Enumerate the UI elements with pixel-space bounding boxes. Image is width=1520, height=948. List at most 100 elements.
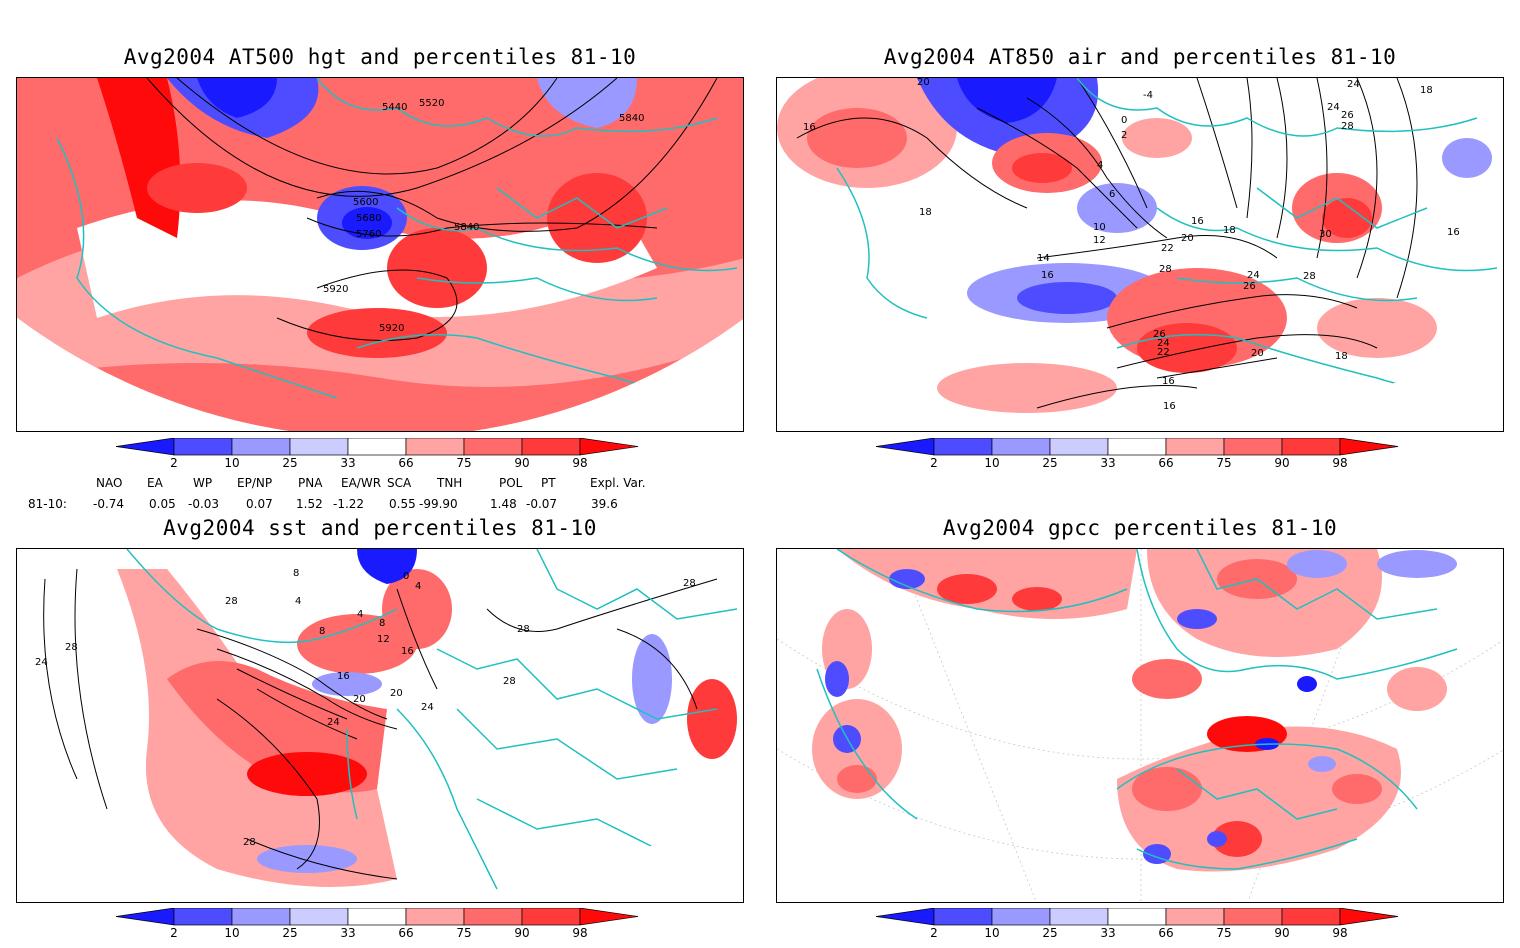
index-header: EP/NP [237, 476, 273, 490]
contour-label: 22 [1161, 243, 1174, 254]
map-panel-sst: 24 28 28 4 8 0 4 4 8 8 12 16 16 20 20 24… [16, 548, 744, 903]
index-value: -0.03 [188, 497, 220, 511]
index-row-label: 81-10: [28, 497, 67, 511]
index-value: 1.52 [296, 497, 323, 511]
index-header: EA/WR [341, 476, 382, 490]
panel-title-hgt: Avg2004 AT500 hgt and percentiles 81-10 [123, 45, 637, 69]
colorbar-air: 2 10 25 33 66 75 90 98 [875, 437, 1416, 478]
contour-label: 4 [415, 581, 421, 592]
contour-label: 26 [1243, 281, 1256, 292]
panel-title-gpcc: Avg2004 gpcc percentiles 81-10 [942, 516, 1338, 540]
colorbar-tick: 33 [340, 926, 356, 940]
colorbar-tick: 98 [1332, 926, 1348, 940]
contour-label: 16 [1191, 216, 1204, 227]
contour-label: 22 [1157, 347, 1170, 358]
map-panel-hgt: 5440 5520 5840 5600 5680 5760 5840 5920 … [16, 77, 744, 432]
contour-label: 16 [803, 122, 816, 133]
contour-label: 18 [1420, 85, 1433, 96]
colorbar-tick: 33 [340, 456, 356, 470]
contour-label: 18 [1223, 225, 1236, 236]
contour-label: 8 [319, 626, 325, 637]
colorbar-tick: 10 [984, 926, 1000, 940]
index-header: Expl. Var. [590, 476, 646, 490]
map-panel-air: 20 -4 24 18 24 16 0 2 26 28 4 6 18 10 12… [776, 77, 1504, 432]
colorbar-tick: 2 [930, 926, 938, 940]
index-header: SCA [387, 476, 412, 490]
contour-label: 24 [1327, 102, 1340, 113]
contour-label: 16 [401, 646, 414, 657]
colorbar-tick: 25 [1042, 456, 1058, 470]
contour-label: 10 [1093, 222, 1106, 233]
index-value: 0.07 [246, 497, 273, 511]
index-header: NAO [96, 476, 123, 490]
contour-label: 26 [1153, 329, 1166, 340]
contour-label: 5680 [356, 213, 381, 224]
index-header: PT [541, 476, 556, 490]
map-gpcc [777, 549, 1503, 902]
contour-label: 28 [243, 837, 256, 848]
contour-label: 12 [377, 634, 390, 645]
contour-label: 28 [1159, 264, 1172, 275]
contour-label: 16 [1162, 376, 1175, 387]
colorbar-tick: 98 [1332, 456, 1348, 470]
index-value: 0.05 [149, 497, 176, 511]
contour-label: 5920 [379, 323, 404, 334]
colorbar-tick: 90 [1274, 926, 1290, 940]
contour-label: 28 [1303, 271, 1316, 282]
index-header: POL [499, 476, 523, 490]
index-value: 39.6 [591, 497, 618, 511]
contour-label: 28 [1341, 121, 1354, 132]
contour-label: 20 [1251, 348, 1264, 359]
colorbar-sst-swatches [115, 907, 639, 926]
contour-label: 4 [357, 609, 363, 620]
contour-label: 0 [403, 571, 409, 582]
contour-label: 18 [919, 207, 932, 218]
contour-label: 28 [517, 624, 530, 635]
colorbar-tick: 66 [1158, 926, 1174, 940]
contour-label: 26 [1341, 110, 1354, 121]
index-value: -99.90 [419, 497, 458, 511]
colorbar-tick: 98 [572, 926, 588, 940]
contour-label: 16 [1041, 270, 1054, 281]
contour-label: 8 [379, 618, 385, 629]
contour-label: 28 [65, 642, 78, 653]
index-header: EA [147, 476, 163, 490]
panel-title-air: Avg2004 AT850 air and percentiles 81-10 [883, 45, 1397, 69]
contour-label: 24 [35, 657, 48, 668]
colorbar-tick: 66 [398, 926, 414, 940]
contour-label: 24 [1157, 338, 1170, 349]
colorbar-tick: 2 [930, 456, 938, 470]
colorbar-hgt-swatches [115, 437, 639, 456]
contour-label: 30 [1319, 229, 1332, 240]
colorbar-tick: 90 [514, 926, 530, 940]
contour-label: 20 [353, 694, 366, 705]
colorbar-hgt: 2 10 25 33 66 75 90 98 [115, 437, 656, 478]
contour-label: 12 [1093, 235, 1106, 246]
colorbar-tick: 75 [456, 456, 472, 470]
contour-label: 20 [390, 688, 403, 699]
contour-label: 4 [1097, 160, 1103, 171]
colorbar-tick: 33 [1100, 926, 1116, 940]
contour-label: 5440 [382, 102, 407, 113]
colorbar-gpcc: 2 10 25 33 66 75 90 98 [875, 907, 1416, 948]
colorbar-tick: 66 [398, 456, 414, 470]
colorbar-tick: 75 [456, 926, 472, 940]
contour-label: 6 [1109, 189, 1115, 200]
colorbar-tick: 10 [984, 456, 1000, 470]
colorbar-tick: 90 [514, 456, 530, 470]
colorbar-tick: 25 [1042, 926, 1058, 940]
colorbar-tick: 10 [224, 926, 240, 940]
contour-label: 28 [503, 676, 516, 687]
colorbar-tick: 90 [1274, 456, 1290, 470]
colorbar-sst: 2 10 25 33 66 75 90 98 [115, 907, 656, 948]
map-panel-gpcc [776, 548, 1504, 903]
map-sst: 24 28 28 4 8 0 4 4 8 8 12 16 16 20 20 24… [17, 549, 743, 902]
map-hgt: 5440 5520 5840 5600 5680 5760 5840 5920 … [17, 78, 743, 431]
contour-label: 24 [1247, 270, 1260, 281]
colorbar-tick: 10 [224, 456, 240, 470]
contour-label: 16 [1447, 227, 1460, 238]
contour-label: -4 [1143, 90, 1153, 101]
index-header: PNA [298, 476, 323, 490]
index-value: 1.48 [490, 497, 517, 511]
colorbar-tick: 33 [1100, 456, 1116, 470]
